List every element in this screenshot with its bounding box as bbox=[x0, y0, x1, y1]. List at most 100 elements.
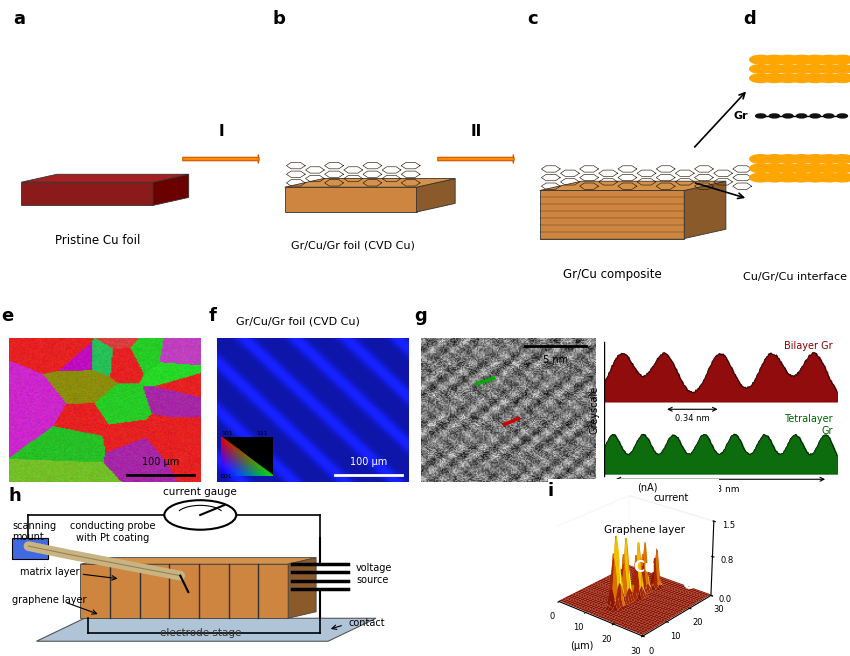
Text: current: current bbox=[654, 493, 689, 502]
Bar bbox=[169, 564, 199, 618]
Circle shape bbox=[750, 74, 772, 83]
Polygon shape bbox=[285, 187, 416, 212]
Polygon shape bbox=[416, 178, 455, 212]
X-axis label: (μm): (μm) bbox=[570, 640, 593, 651]
Circle shape bbox=[818, 64, 840, 73]
Circle shape bbox=[810, 114, 820, 118]
Text: Gr/Cu/Gr foil (CVD Cu): Gr/Cu/Gr foil (CVD Cu) bbox=[235, 316, 360, 326]
Circle shape bbox=[777, 173, 799, 182]
Circle shape bbox=[818, 164, 840, 173]
Bar bbox=[81, 564, 110, 618]
Polygon shape bbox=[37, 618, 376, 642]
Circle shape bbox=[777, 74, 799, 83]
Circle shape bbox=[818, 155, 840, 163]
Circle shape bbox=[763, 173, 785, 182]
Circle shape bbox=[777, 64, 799, 73]
Circle shape bbox=[769, 114, 779, 118]
Circle shape bbox=[164, 500, 236, 530]
Bar bbox=[110, 564, 139, 618]
Bar bbox=[199, 564, 229, 618]
Circle shape bbox=[750, 64, 772, 73]
Text: e: e bbox=[1, 306, 13, 325]
Circle shape bbox=[831, 173, 850, 182]
Circle shape bbox=[750, 173, 772, 182]
Text: b: b bbox=[272, 10, 285, 28]
Text: 5 nm: 5 nm bbox=[543, 355, 569, 365]
Circle shape bbox=[796, 114, 807, 118]
Text: 100 μm: 100 μm bbox=[350, 457, 388, 467]
Circle shape bbox=[763, 155, 785, 163]
Circle shape bbox=[837, 114, 847, 118]
Text: conducting probe
with Pt coating: conducting probe with Pt coating bbox=[70, 522, 155, 543]
Polygon shape bbox=[684, 181, 726, 239]
Text: scanning
mount: scanning mount bbox=[13, 521, 57, 542]
Circle shape bbox=[777, 55, 799, 64]
Circle shape bbox=[790, 164, 813, 173]
Text: Gr/Cu/Gr foil (CVD Cu): Gr/Cu/Gr foil (CVD Cu) bbox=[291, 240, 415, 250]
Text: voltage
source: voltage source bbox=[356, 564, 393, 584]
Circle shape bbox=[750, 164, 772, 173]
Polygon shape bbox=[540, 190, 684, 239]
Polygon shape bbox=[21, 182, 153, 205]
Polygon shape bbox=[21, 174, 189, 182]
Circle shape bbox=[790, 64, 813, 73]
Circle shape bbox=[804, 74, 826, 83]
Text: current gauge: current gauge bbox=[163, 487, 237, 497]
Text: Pristine Cu foil: Pristine Cu foil bbox=[55, 234, 140, 247]
Text: f: f bbox=[209, 306, 217, 325]
Circle shape bbox=[790, 173, 813, 182]
Circle shape bbox=[804, 64, 826, 73]
Bar bbox=[229, 564, 258, 618]
Bar bbox=[139, 564, 169, 618]
Text: Cu/Gr/Cu interface: Cu/Gr/Cu interface bbox=[743, 272, 847, 281]
Circle shape bbox=[804, 155, 826, 163]
Circle shape bbox=[763, 164, 785, 173]
Circle shape bbox=[763, 74, 785, 83]
Circle shape bbox=[831, 64, 850, 73]
Text: Tetralayer
Gr: Tetralayer Gr bbox=[784, 415, 832, 436]
Circle shape bbox=[763, 55, 785, 64]
Circle shape bbox=[750, 155, 772, 163]
Circle shape bbox=[777, 155, 799, 163]
Circle shape bbox=[824, 114, 834, 118]
Polygon shape bbox=[285, 178, 455, 187]
Text: 1.03 nm: 1.03 nm bbox=[701, 485, 740, 494]
Polygon shape bbox=[81, 558, 316, 564]
Text: matrix layer: matrix layer bbox=[20, 567, 80, 577]
Circle shape bbox=[818, 173, 840, 182]
Polygon shape bbox=[288, 558, 316, 618]
Polygon shape bbox=[540, 181, 726, 190]
Text: 0.34 nm: 0.34 nm bbox=[675, 414, 710, 422]
Text: Gr: Gr bbox=[734, 111, 748, 121]
Circle shape bbox=[818, 74, 840, 83]
Text: c: c bbox=[527, 10, 537, 28]
Text: graphene layer: graphene layer bbox=[13, 595, 87, 605]
Circle shape bbox=[763, 64, 785, 73]
Circle shape bbox=[804, 55, 826, 64]
Text: h: h bbox=[8, 487, 21, 505]
Text: Bilayer Gr: Bilayer Gr bbox=[784, 340, 832, 351]
Circle shape bbox=[831, 164, 850, 173]
Circle shape bbox=[804, 173, 826, 182]
Circle shape bbox=[818, 55, 840, 64]
Text: 100 μm: 100 μm bbox=[142, 457, 179, 467]
Text: Greyscale: Greyscale bbox=[590, 386, 599, 434]
Circle shape bbox=[756, 114, 766, 118]
Circle shape bbox=[804, 164, 826, 173]
Circle shape bbox=[777, 164, 799, 173]
Text: a: a bbox=[13, 10, 25, 28]
Text: Gr/Cu composite: Gr/Cu composite bbox=[563, 268, 661, 281]
Text: (nA): (nA) bbox=[637, 482, 657, 492]
Circle shape bbox=[790, 155, 813, 163]
Circle shape bbox=[750, 55, 772, 64]
Bar bbox=[13, 538, 48, 559]
Circle shape bbox=[831, 55, 850, 64]
Bar bbox=[258, 564, 288, 618]
Text: i: i bbox=[548, 482, 554, 501]
Text: electrode stage: electrode stage bbox=[160, 628, 241, 638]
Circle shape bbox=[783, 114, 793, 118]
Polygon shape bbox=[153, 174, 189, 205]
Circle shape bbox=[790, 55, 813, 64]
Text: g: g bbox=[414, 306, 427, 325]
Circle shape bbox=[790, 74, 813, 83]
